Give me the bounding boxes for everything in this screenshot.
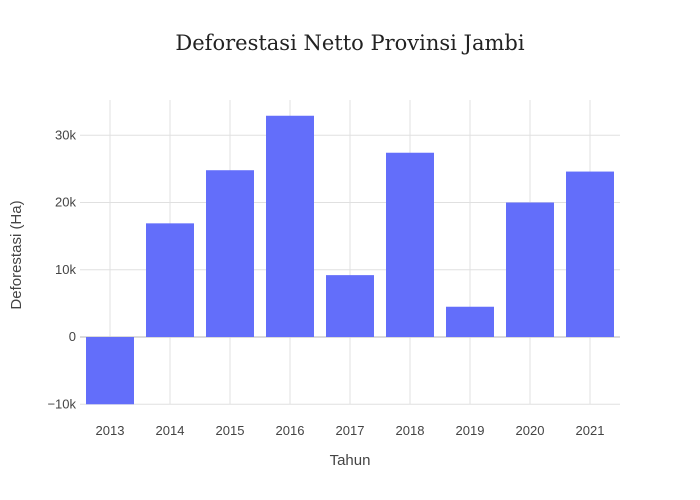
x-tick-label: 2014: [156, 423, 185, 438]
bar-2018[interactable]: [386, 152, 434, 337]
y-tick-label: 20k: [55, 195, 76, 210]
y-tick-labels: −10k 0 10k 20k 30k: [47, 127, 76, 411]
x-axis-label: Tahun: [330, 452, 371, 469]
x-tick-label: 2015: [216, 423, 245, 438]
x-tick-label: 2021: [576, 423, 605, 438]
chart-title: Deforestasi Netto Provinsi Jambi: [175, 31, 524, 55]
y-tick-label: 30k: [55, 127, 76, 142]
y-tick-label: 10k: [55, 262, 76, 277]
bar-2019[interactable]: [446, 306, 494, 337]
x-tick-label: 2018: [396, 423, 425, 438]
x-tick-label: 2017: [336, 423, 365, 438]
bar-2013[interactable]: [86, 337, 134, 405]
x-tick-label: 2020: [516, 423, 545, 438]
bar-2021[interactable]: [566, 171, 614, 337]
bar-2015[interactable]: [206, 170, 254, 337]
bar-2014[interactable]: [146, 223, 194, 337]
x-tick-label: 2013: [96, 423, 125, 438]
y-axis-label: Deforestasi (Ha): [8, 200, 25, 309]
x-tick-label: 2016: [276, 423, 305, 438]
bar-2020[interactable]: [506, 202, 554, 338]
bars: [86, 115, 614, 405]
bar-2016[interactable]: [266, 115, 314, 337]
x-tick-label: 2019: [456, 423, 485, 438]
y-tick-label: −10k: [47, 396, 76, 411]
y-tick-label: 0: [69, 329, 76, 344]
bar-2017[interactable]: [326, 275, 374, 337]
x-tick-labels: 2013 2014 2015 2016 2017 2018 2019 2020 2021: [96, 423, 605, 438]
